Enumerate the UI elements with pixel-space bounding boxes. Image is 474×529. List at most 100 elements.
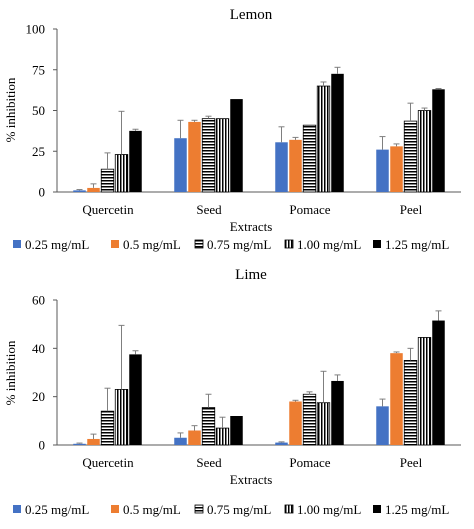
lemon-y-ticks: 0 25 50 75 100	[26, 22, 57, 200]
legend-label: 0.75 mg/mL	[207, 237, 271, 252]
legend-swatch	[13, 505, 21, 513]
lime-bar	[376, 406, 389, 445]
legend-swatch	[194, 504, 204, 514]
lime-x-tick-label: Peel	[400, 455, 423, 470]
lemon-chart-title: Lemon	[230, 7, 273, 23]
lemon-legend-item: 1.00 mg/mL	[284, 237, 361, 252]
lemon-bar	[174, 138, 187, 192]
lemon-x-tick-label: Seed	[196, 202, 222, 217]
legend-label: 0.5 mg/mL	[123, 502, 181, 517]
lime-bar	[114, 389, 129, 446]
lemon-legend: 0.25 mg/mL 0.5 mg/mL 0.75 mg/mL 1.00 mg/…	[13, 237, 449, 252]
lemon-bars	[73, 66, 445, 193]
lime-y-tick-label: 0	[39, 438, 46, 453]
lemon-bar	[100, 168, 115, 193]
lime-bar	[100, 410, 115, 446]
legend-label: 1.00 mg/mL	[297, 502, 361, 517]
legend-label: 1.25 mg/mL	[385, 502, 449, 517]
lemon-bar	[275, 142, 288, 192]
lemon-bar	[230, 99, 243, 192]
lemon-chart: Lemon % inhibition 0 25 50 75 100 Quercetin …	[3, 7, 461, 234]
lime-bar	[230, 416, 243, 445]
lemon-bar	[201, 118, 216, 193]
lime-bars	[73, 310, 445, 446]
lime-y-tick-label: 60	[32, 293, 45, 308]
legend-label: 0.75 mg/mL	[207, 502, 271, 517]
lemon-bar	[215, 118, 230, 193]
lime-x-tick-label: Seed	[196, 455, 222, 470]
lime-x-tick-label: Quercetin	[82, 455, 134, 470]
lemon-y-tick-label: 100	[26, 22, 46, 37]
lemon-y-tick-label: 50	[32, 103, 45, 118]
lemon-y-tick-label: 25	[32, 144, 45, 159]
lime-bar	[432, 320, 445, 445]
lemon-bar	[331, 73, 344, 192]
lime-x-tick-labels: Quercetin Seed Pomace Peel	[82, 455, 422, 470]
lime-legend: 0.25 mg/mL 0.5 mg/mL 0.75 mg/mL 1.00 mg/…	[13, 502, 449, 517]
lemon-bar	[403, 120, 418, 193]
legend-label: 1.25 mg/mL	[385, 237, 449, 252]
lime-bar	[129, 354, 142, 445]
lemon-bar	[417, 110, 432, 193]
lime-bar	[275, 442, 288, 445]
lime-legend-item: 0.5 mg/mL	[111, 502, 181, 517]
lime-bar	[390, 353, 403, 445]
lime-legend-item: 1.00 mg/mL	[284, 502, 361, 517]
lemon-x-tick-labels: Quercetin Seed Pomace Peel	[82, 202, 422, 217]
lime-bar	[87, 438, 100, 445]
lime-chart: Lime % inhibition 0 20 40 60 Quercetin Seed…	[3, 267, 461, 487]
legend-label: 0.5 mg/mL	[123, 237, 181, 252]
lime-x-axis-label: Extracts	[230, 472, 273, 487]
lemon-bar	[188, 121, 201, 192]
lemon-legend-item: 0.5 mg/mL	[111, 237, 181, 252]
lemon-bar	[302, 124, 317, 193]
lemon-bar	[114, 154, 129, 193]
lemon-bar	[289, 139, 302, 192]
lime-bar	[215, 427, 230, 446]
legend-swatch	[13, 240, 21, 248]
lemon-x-axis-label: Extracts	[230, 219, 273, 234]
lemon-x-tick-label: Pomace	[289, 202, 330, 217]
lemon-legend-item: 0.75 mg/mL	[194, 237, 271, 252]
lime-legend-item: 0.75 mg/mL	[194, 502, 271, 517]
legend-swatch	[194, 239, 204, 249]
lemon-bar	[129, 130, 142, 192]
lime-bar	[331, 380, 344, 445]
lemon-y-axis-label: % inhibition	[3, 77, 18, 142]
lemon-bar	[316, 85, 331, 193]
lime-chart-title: Lime	[235, 267, 267, 283]
lime-bar	[201, 407, 216, 446]
legend-swatch	[111, 505, 119, 513]
lime-legend-item: 0.25 mg/mL	[13, 502, 89, 517]
legend-swatch	[373, 505, 381, 513]
lemon-legend-item: 1.25 mg/mL	[373, 237, 449, 252]
legend-swatch	[284, 504, 294, 514]
lime-bar	[174, 437, 187, 445]
lime-y-tick-label: 40	[32, 341, 45, 356]
lime-bar	[73, 443, 86, 445]
lime-bar	[403, 360, 418, 446]
legend-label: 0.25 mg/mL	[25, 502, 89, 517]
lime-bar	[316, 402, 331, 446]
lemon-x-tick-label: Quercetin	[82, 202, 134, 217]
lime-bar	[302, 393, 317, 446]
lime-bar	[188, 430, 201, 445]
legend-swatch	[111, 240, 119, 248]
lemon-bar	[73, 190, 86, 192]
lime-legend-item: 1.25 mg/mL	[373, 502, 449, 517]
lime-y-ticks: 0 20 40 60	[32, 293, 57, 453]
lime-x-tick-label: Pomace	[289, 455, 330, 470]
legend-swatch	[373, 240, 381, 248]
lemon-bar	[87, 187, 100, 192]
legend-label: 1.00 mg/mL	[297, 237, 361, 252]
lemon-bar	[390, 146, 403, 192]
lime-y-axis-label: % inhibition	[3, 340, 18, 405]
lime-y-tick-label: 20	[32, 389, 45, 404]
lemon-x-tick-label: Peel	[400, 202, 423, 217]
lime-bar	[417, 337, 432, 446]
lime-bar	[289, 401, 302, 445]
lemon-legend-item: 0.25 mg/mL	[13, 237, 89, 252]
lemon-y-tick-label: 0	[39, 185, 46, 200]
lemon-bar	[376, 149, 389, 192]
